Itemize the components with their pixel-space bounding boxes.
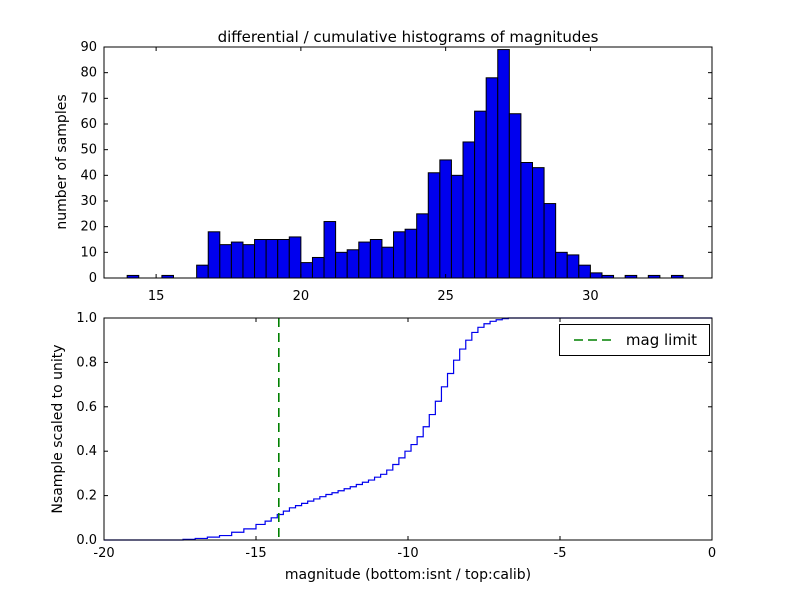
- legend-label: mag limit: [625, 331, 697, 349]
- histogram-bar: [450, 174, 464, 279]
- histogram-bar: [485, 77, 499, 279]
- bottom-x-tick-label: 0: [708, 546, 716, 561]
- histogram-bar: [497, 49, 510, 279]
- histogram-bar: [543, 203, 557, 279]
- top-x-tick-label: 15: [148, 289, 165, 304]
- histogram-bar: [566, 254, 580, 279]
- histogram-bar: [578, 264, 591, 279]
- dashed-line-sample: [573, 339, 614, 341]
- top-y-tick-label: 40: [80, 168, 97, 183]
- histogram-bar: [520, 162, 533, 279]
- top-y-tick-label: 60: [80, 117, 97, 132]
- cumulative-line: [104, 317, 712, 541]
- top-y-tick-label: 0: [89, 271, 97, 286]
- histogram-bar: [323, 221, 337, 279]
- top-x-tick-label: 25: [437, 289, 454, 304]
- histogram-bar: [265, 239, 279, 279]
- chart-title: differential / cumulative histograms of …: [217, 28, 599, 46]
- histogram-bar: [300, 262, 313, 279]
- top-y-tick-label: 50: [80, 143, 97, 158]
- histogram-bar: [254, 239, 267, 279]
- bottom-x-tick-label: -15: [245, 546, 266, 561]
- histogram-bar: [508, 113, 522, 279]
- histogram-bar: [277, 239, 290, 279]
- histogram-bar: [311, 256, 325, 279]
- top-y-tick-label: 80: [80, 66, 97, 81]
- bottom-y-tick-label: 0.6: [76, 400, 97, 415]
- histogram-bar: [369, 239, 383, 279]
- histogram-bar: [207, 231, 221, 279]
- bottom-y-tick-label: 0.4: [76, 444, 97, 459]
- histogram-bar: [393, 231, 406, 279]
- bottom-x-tick-label: -10: [397, 546, 418, 561]
- bottom-axes-frame: [103, 317, 713, 541]
- bottom-x-tick-label: -20: [93, 546, 114, 561]
- bottom-y-tick-label: 0.8: [76, 355, 97, 370]
- legend-box: mag limit: [558, 324, 710, 356]
- histogram-bar: [196, 264, 209, 279]
- bottom-y-tick-label: 0.2: [76, 489, 97, 504]
- histogram-bar: [474, 110, 487, 279]
- x-axis-label: magnitude (bottom:isnt / top:calib): [284, 567, 532, 583]
- top-y-tick-label: 30: [80, 194, 97, 209]
- histogram-bar: [219, 244, 232, 279]
- top-axes-frame: [103, 46, 713, 279]
- histogram-bar: [462, 141, 476, 279]
- histogram-bar: [427, 172, 441, 279]
- histogram-bar: [288, 236, 302, 279]
- bottom-y-tick-label: 0.0: [76, 533, 97, 548]
- top-x-tick-label: 20: [293, 289, 310, 304]
- histogram-bar: [381, 246, 395, 279]
- top-y-tick-label: 10: [80, 245, 97, 260]
- top-x-tick-label: 30: [582, 289, 599, 304]
- histogram-bar: [358, 241, 371, 279]
- histogram-bar: [404, 228, 418, 279]
- histogram-bar: [589, 272, 603, 279]
- histogram-bar: [439, 159, 452, 279]
- top-y-tick-label: 20: [80, 220, 97, 235]
- histogram-bar: [416, 213, 429, 279]
- bottom-y-tick-label: 1.0: [76, 311, 97, 326]
- histogram-bar: [346, 249, 360, 279]
- top-y-tick-label: 70: [80, 91, 97, 106]
- bottom-x-tick-label: -5: [554, 546, 567, 561]
- histogram-bar: [555, 251, 568, 279]
- histogram-bar: [335, 251, 348, 279]
- histogram-bar: [242, 244, 256, 279]
- histogram-bar: [230, 241, 244, 279]
- top-y-tick-label: 90: [80, 40, 97, 55]
- histogram-bar: [531, 167, 545, 279]
